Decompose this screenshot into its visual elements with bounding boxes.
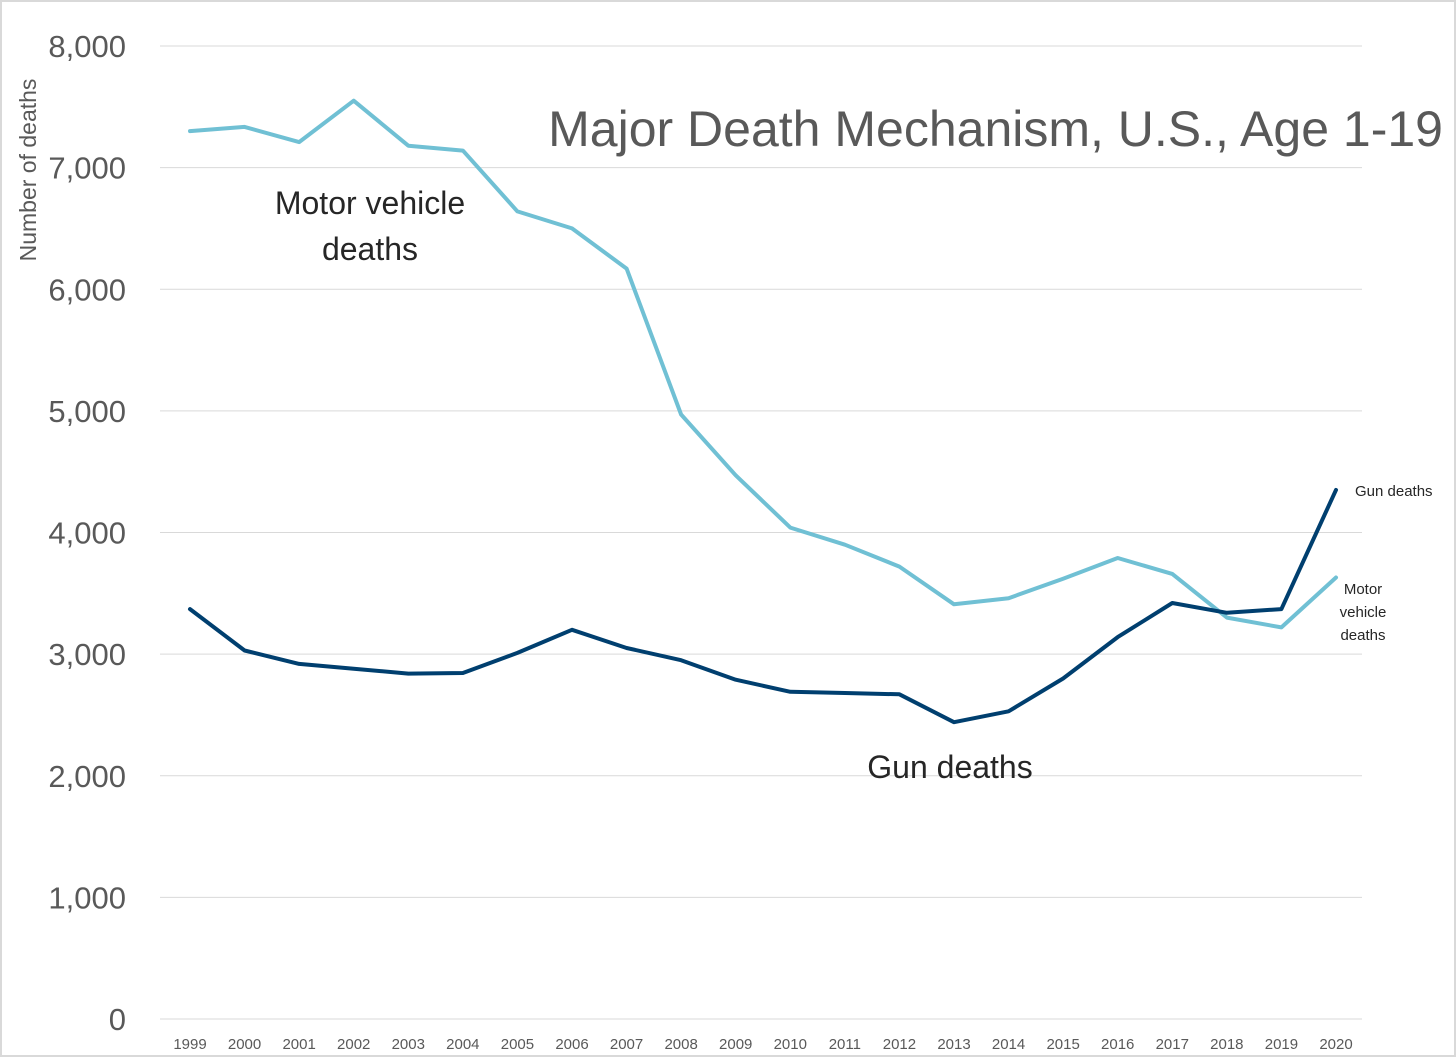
gun-deaths-annotation: Gun deaths	[867, 749, 1032, 785]
x-tick-label: 2016	[1101, 1036, 1134, 1053]
x-tick-label: 2014	[992, 1036, 1025, 1053]
x-tick-label: 2002	[337, 1036, 370, 1053]
y-axis-ticks: 0 1,000 2,000 3,000 4,000 5,000 6,000 7,000 8,00…	[48, 29, 126, 1037]
y-tick-label: 7,000	[48, 151, 126, 186]
series-line-motor-vehicle-deaths	[188, 98, 1338, 630]
x-tick-label: 2017	[1156, 1036, 1189, 1053]
y-tick-label: 6,000	[48, 272, 126, 307]
x-tick-label: 2011	[829, 1036, 861, 1053]
x-tick-label: 2007	[610, 1036, 643, 1053]
x-tick-label: 2020	[1319, 1036, 1352, 1053]
x-tick-label: 2009	[719, 1036, 752, 1053]
y-tick-label: 8,000	[48, 29, 126, 64]
y-tick-label: 2,000	[48, 759, 126, 794]
x-tick-label: 2003	[392, 1036, 425, 1053]
gridlines	[160, 45, 1362, 1020]
motor-vehicle-end-label-line2: vehicle	[1340, 604, 1387, 621]
x-tick-label: 2019	[1265, 1036, 1298, 1053]
gun-deaths-end-label: Gun deaths	[1355, 483, 1433, 500]
x-tick-label: 2006	[555, 1036, 588, 1053]
x-tick-label: 2000	[228, 1036, 261, 1053]
x-tick-label: 2012	[883, 1036, 916, 1053]
y-tick-label: 1,000	[48, 880, 126, 915]
series-lines	[188, 98, 1338, 725]
motor-vehicle-end-label-line1: Motor	[1344, 581, 1382, 598]
x-tick-label: 2008	[664, 1036, 697, 1053]
y-tick-label: 5,000	[48, 394, 126, 429]
x-tick-label: 1999	[173, 1036, 206, 1053]
motor-vehicle-annotation-line2: deaths	[322, 231, 418, 267]
x-tick-label: 2010	[774, 1036, 807, 1053]
y-tick-label: 4,000	[48, 516, 126, 551]
x-tick-label: 2001	[282, 1036, 315, 1053]
x-tick-label: 2005	[501, 1036, 534, 1053]
y-tick-label: 3,000	[48, 637, 126, 672]
y-axis-label: Number of deaths	[15, 79, 41, 262]
x-tick-label: 2018	[1210, 1036, 1243, 1053]
x-axis-ticks: 1999 2000 2001 2002 2003 2004 2005 2006 2007 2008…	[173, 1036, 1352, 1053]
x-tick-label: 2013	[937, 1036, 970, 1053]
motor-vehicle-end-label-line3: deaths	[1340, 627, 1385, 644]
chart-title: Major Death Mechanism, U.S., Age 1-19	[548, 101, 1443, 157]
y-tick-label: 0	[109, 1002, 126, 1037]
x-tick-label: 2004	[446, 1036, 479, 1053]
x-tick-label: 2015	[1046, 1036, 1079, 1053]
motor-vehicle-annotation-line1: Motor vehicle	[275, 185, 465, 221]
series-line-gun-deaths	[188, 487, 1338, 725]
